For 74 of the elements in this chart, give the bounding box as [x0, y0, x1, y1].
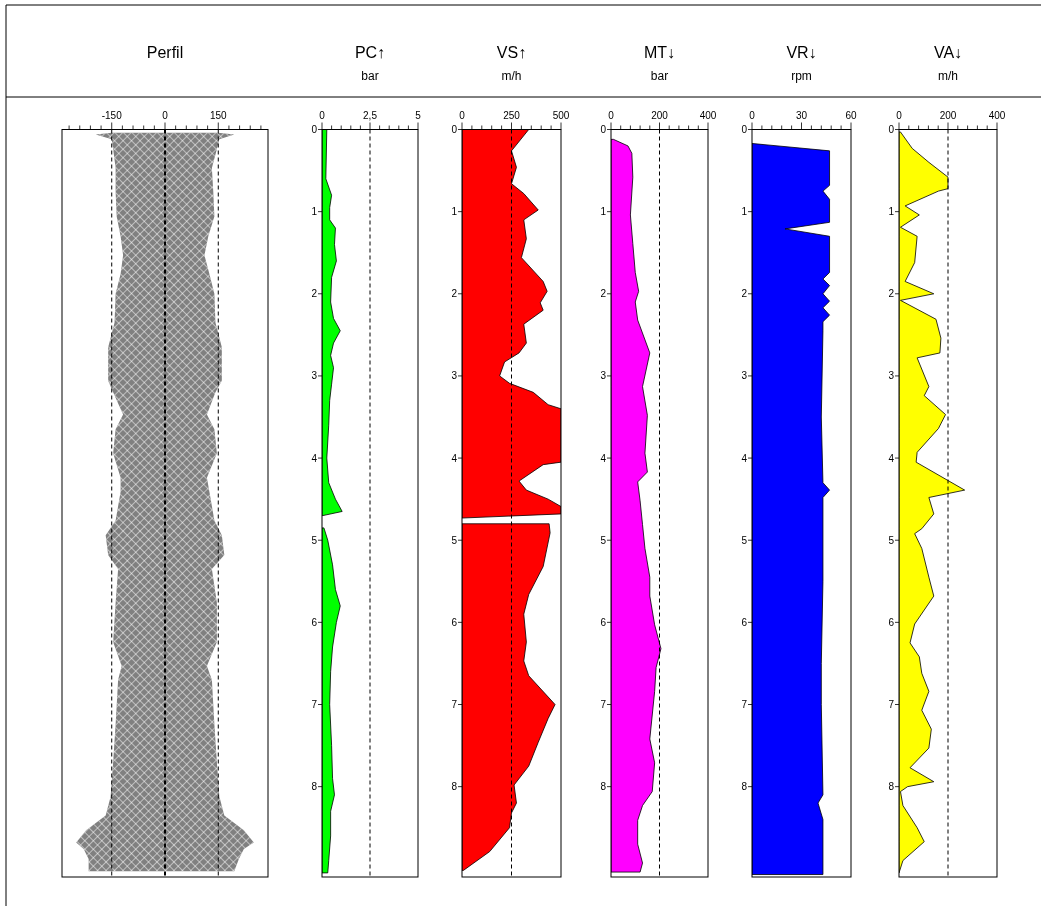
y-tick-label: 5 [741, 534, 748, 546]
y-tick-label: 2 [741, 288, 748, 300]
x-tick-label: 250 [503, 109, 521, 121]
y-tick-label: 6 [451, 616, 458, 628]
x-tick-label: 60 [845, 109, 857, 121]
chart-title: VR↓ [786, 44, 817, 61]
y-tick-label: 1 [451, 206, 458, 218]
chart-title: VA↓ [933, 44, 963, 61]
y-tick-label: 7 [451, 699, 458, 710]
y-tick-label: 7 [600, 699, 607, 710]
y-tick-label: 0 [741, 124, 748, 135]
y-tick-label: 2 [311, 288, 318, 300]
y-tick-label: 8 [741, 781, 748, 793]
y-tick-label: 1 [888, 206, 895, 218]
y-tick-label: 6 [888, 616, 895, 628]
y-tick-label: 3 [600, 370, 607, 382]
x-tick-label: 200 [651, 109, 669, 121]
y-tick-label: 6 [741, 616, 748, 628]
chart-title: PC↑ [354, 44, 386, 61]
x-tick-label: 2,5 [363, 109, 378, 121]
y-tick-label: 6 [311, 616, 318, 628]
y-tick-label: 4 [600, 452, 607, 464]
y-tick-label: 4 [451, 452, 458, 464]
chart-title: VS↑ [496, 44, 527, 61]
x-tick-label: 400 [988, 109, 1006, 121]
y-tick-label: 0 [888, 124, 895, 135]
y-tick-label: 2 [451, 288, 458, 300]
y-tick-label: 2 [600, 288, 607, 300]
y-tick-label: 7 [311, 699, 318, 710]
x-tick-label: 500 [552, 109, 570, 121]
y-tick-label: 7 [741, 699, 748, 710]
x-tick-label: 0 [896, 109, 903, 121]
y-tick-label: 6 [600, 616, 607, 628]
y-tick-label: 2 [888, 288, 895, 300]
x-tick-label: 0 [162, 109, 169, 121]
x-tick-label: 400 [699, 109, 717, 121]
x-tick-label: 200 [939, 109, 957, 121]
y-tick-label: 1 [600, 206, 607, 218]
chart-subtitle: bar [361, 69, 379, 83]
chart-subtitle: m/h [937, 69, 959, 83]
y-tick-label: 3 [888, 370, 895, 382]
y-tick-label: 5 [600, 534, 607, 546]
y-tick-label: 3 [311, 370, 318, 382]
y-tick-label: 5 [451, 534, 458, 546]
chart-title: MT↓ [643, 44, 676, 61]
y-tick-label: 4 [311, 452, 318, 464]
x-tick-label: 0 [749, 109, 756, 121]
y-tick-label: 1 [741, 206, 748, 218]
chart-subtitle: bar [650, 69, 669, 83]
y-tick-label: 1 [311, 206, 318, 218]
x-tick-label: 30 [795, 109, 808, 121]
y-tick-label: 0 [451, 124, 458, 135]
chart-subtitle: m/h [501, 69, 522, 83]
y-tick-label: 4 [741, 452, 748, 464]
x-tick-label: 0 [459, 109, 466, 121]
y-tick-label: 5 [888, 534, 895, 546]
y-tick-label: 7 [888, 699, 895, 710]
x-tick-label: 0 [319, 109, 326, 121]
y-tick-label: 4 [888, 452, 895, 464]
y-tick-label: 3 [451, 370, 458, 382]
y-tick-label: 3 [741, 370, 748, 382]
chart-title: Perfil [146, 44, 184, 61]
x-tick-label: 0 [608, 109, 615, 121]
y-tick-label: 8 [311, 781, 318, 793]
y-tick-label: 8 [600, 781, 607, 793]
y-tick-label: 8 [451, 781, 458, 793]
x-tick-label: 150 [209, 109, 228, 121]
x-tick-label: -150 [101, 109, 123, 121]
y-tick-label: 0 [600, 124, 607, 135]
x-tick-label: 5 [415, 109, 422, 121]
chart-subtitle: rpm [791, 69, 812, 83]
y-tick-label: 8 [888, 781, 895, 793]
y-tick-label: 0 [311, 124, 318, 135]
y-tick-label: 5 [311, 534, 318, 546]
